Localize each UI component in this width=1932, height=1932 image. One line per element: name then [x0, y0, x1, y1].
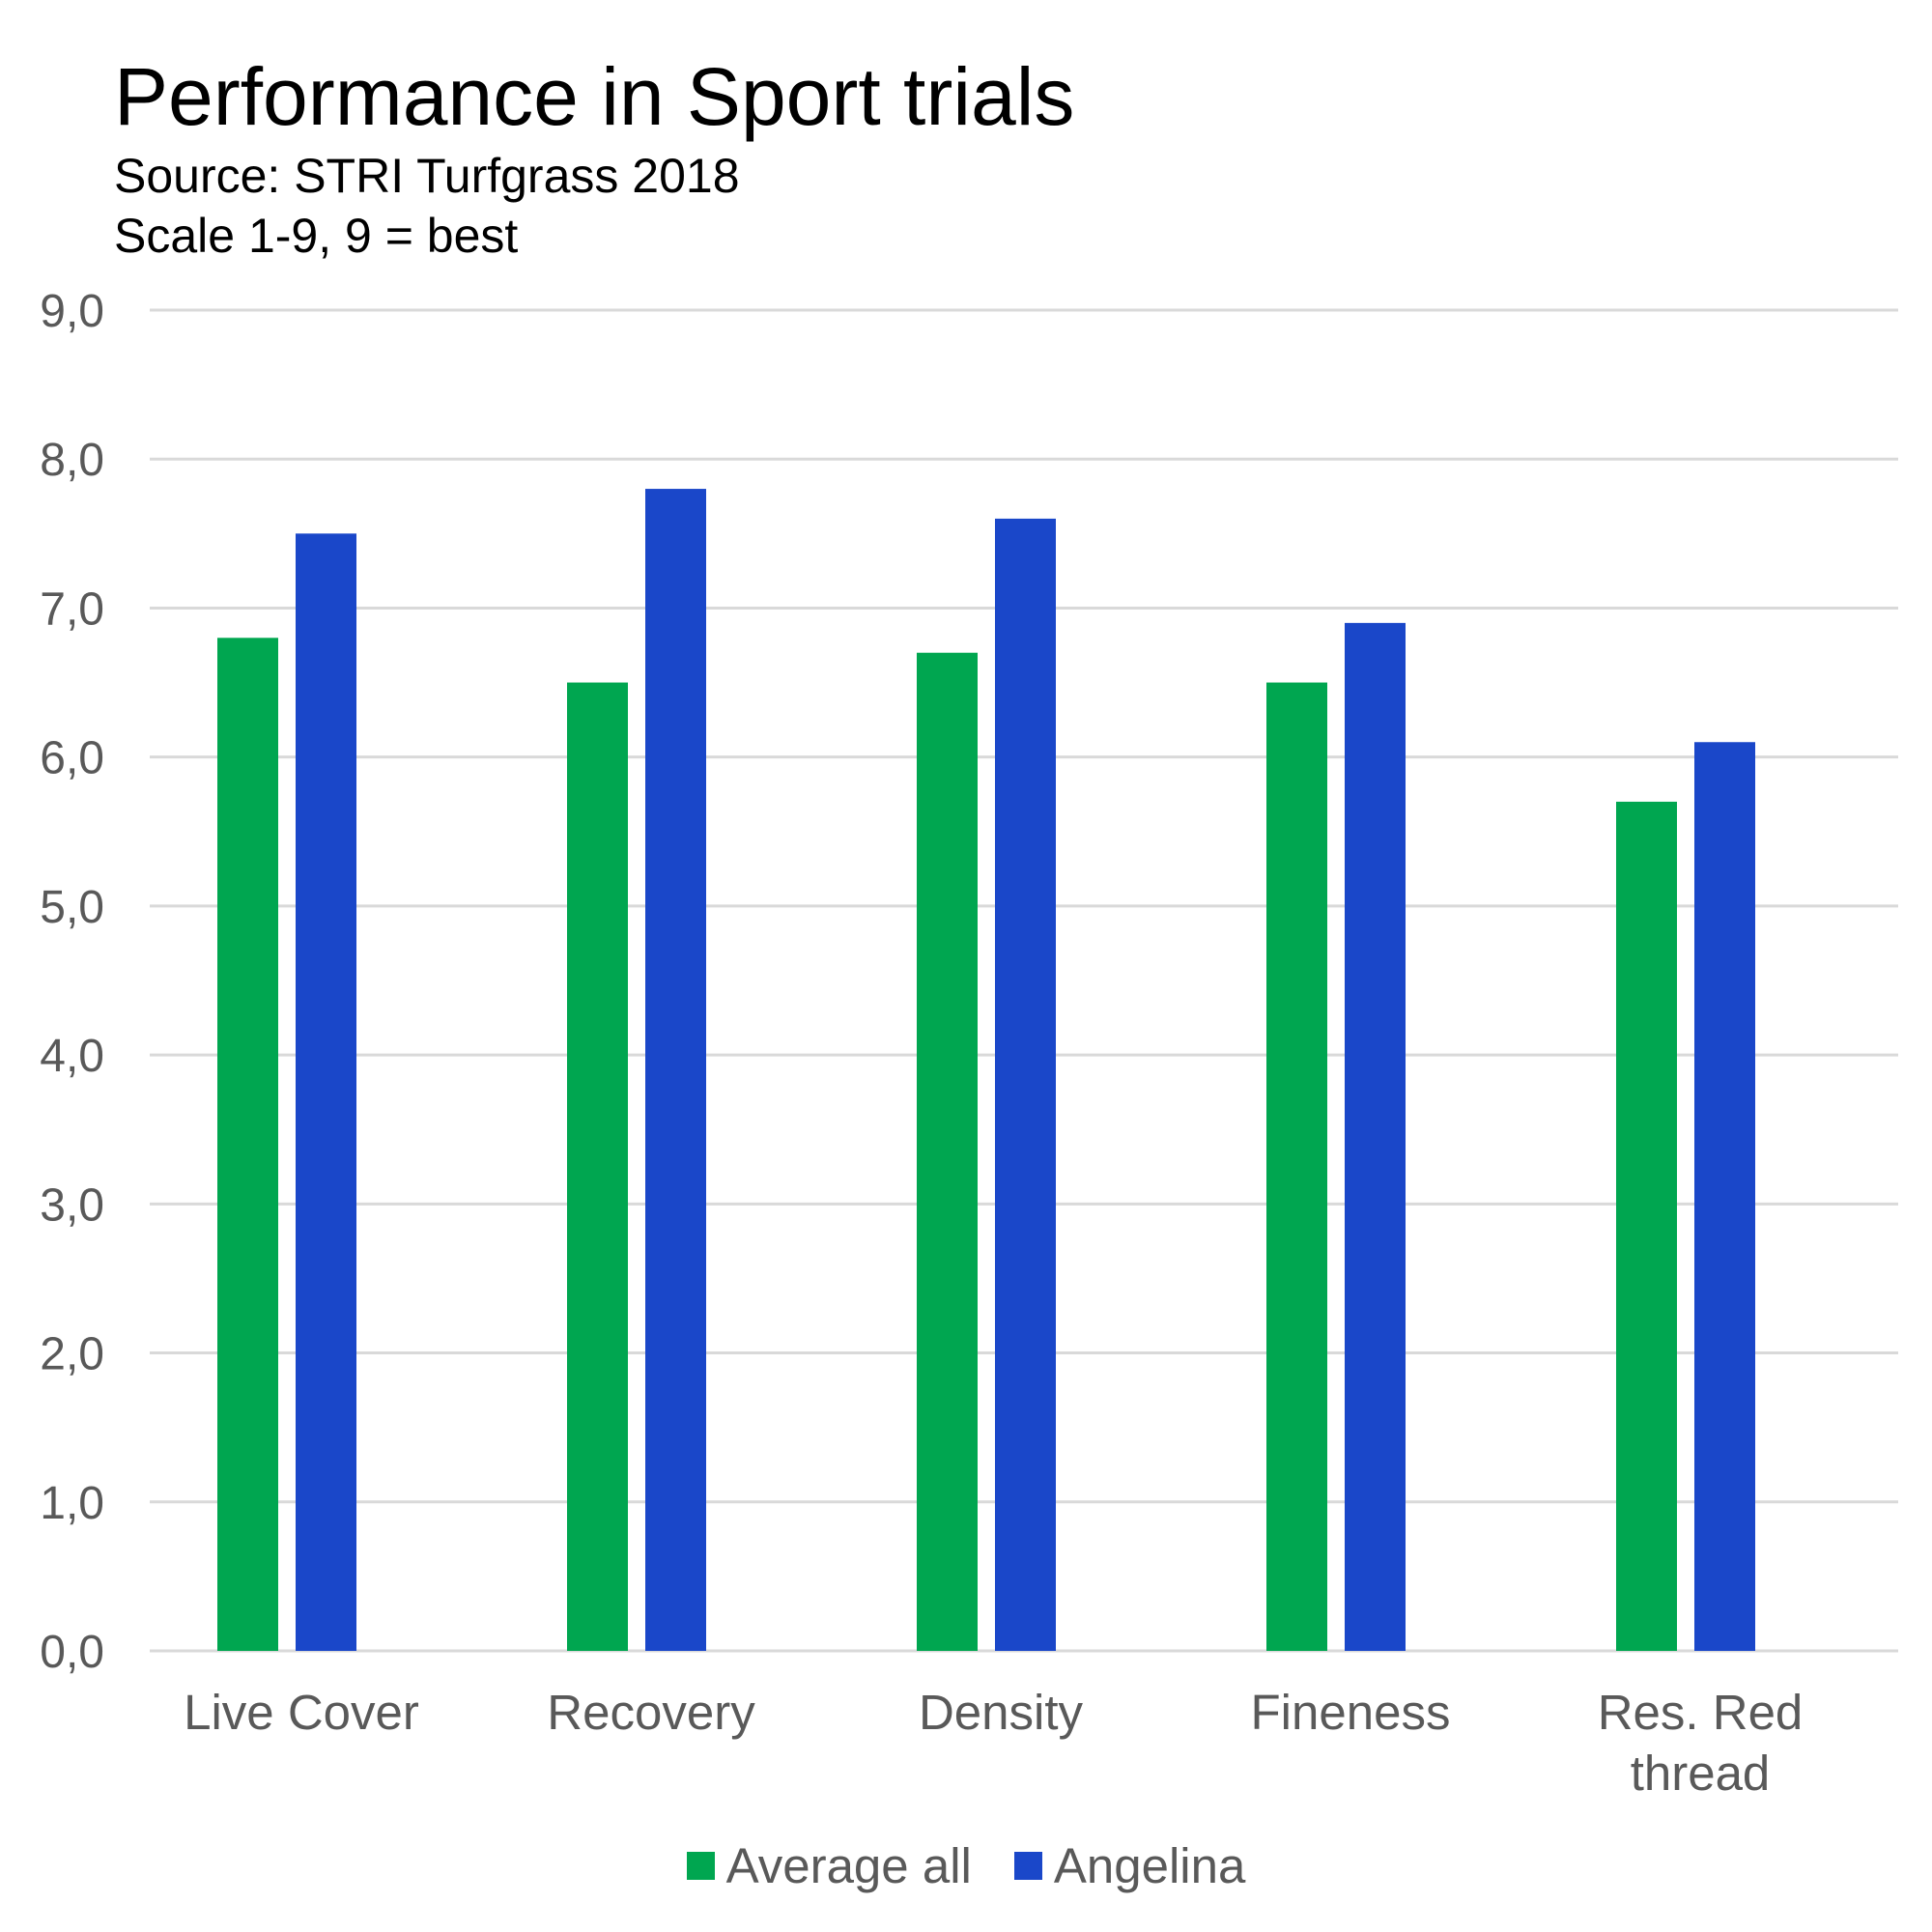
chart-title: Performance in Sport trials — [114, 51, 1075, 142]
y-tick-label: 6,0 — [40, 733, 104, 784]
y-tick-label: 1,0 — [40, 1478, 104, 1529]
bar-angelina — [296, 533, 356, 1652]
legend-label-average-all: Average all — [725, 1838, 972, 1893]
y-tick-label: 0,0 — [40, 1627, 104, 1678]
y-tick-label: 9,0 — [40, 286, 104, 337]
x-category-label: Res. Red thread — [1598, 1685, 1804, 1801]
x-category-label: Live Cover — [184, 1685, 419, 1740]
bar-average-all — [1616, 801, 1677, 1651]
y-tick-label: 2,0 — [40, 1329, 104, 1380]
bar-angelina — [1345, 622, 1406, 1651]
legend-item-angelina: Angelina — [1013, 1837, 1246, 1894]
x-category-label: Fineness — [1251, 1685, 1451, 1740]
bar-average-all — [917, 652, 978, 1651]
y-tick-label: 8,0 — [40, 435, 104, 486]
bar-average-all — [567, 682, 628, 1651]
x-category-label: Density — [919, 1685, 1084, 1740]
bar-average-all — [217, 638, 278, 1652]
legend-item-average-all: Average all — [686, 1837, 972, 1894]
y-tick-label: 4,0 — [40, 1031, 104, 1082]
bar-angelina — [1694, 742, 1755, 1651]
x-category-label: Recovery — [547, 1685, 755, 1740]
y-tick-label: 5,0 — [40, 882, 104, 933]
bar-angelina — [995, 518, 1056, 1651]
legend-label-angelina: Angelina — [1053, 1838, 1246, 1893]
legend-swatch-average-all — [686, 1852, 715, 1880]
chart-subtitle-scale: Scale 1-9, 9 = best — [114, 209, 519, 263]
chart-legend: Average all Angelina — [0, 1837, 1932, 1894]
y-tick-label: 3,0 — [40, 1179, 104, 1231]
y-tick-label: 7,0 — [40, 583, 104, 635]
legend-swatch-angelina — [1013, 1852, 1042, 1880]
chart-subtitle-source: Source: STRI Turfgrass 2018 — [114, 149, 740, 203]
bar-average-all — [1266, 682, 1327, 1651]
bar-angelina — [645, 489, 706, 1652]
